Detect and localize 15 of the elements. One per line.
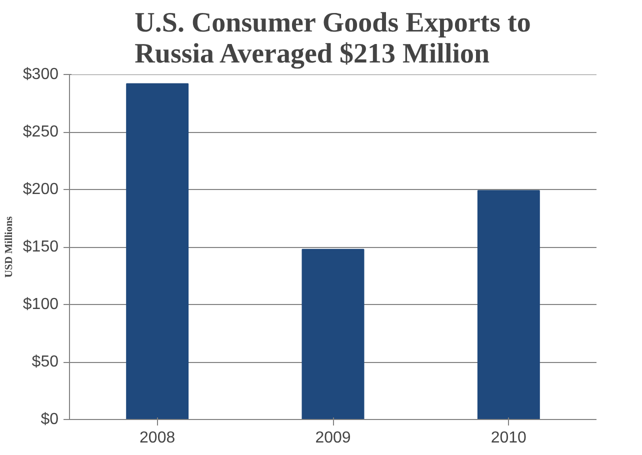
x-tick-label: 2008 (140, 430, 176, 446)
y-tick-label: $100 (22, 296, 59, 314)
bar (477, 190, 540, 420)
bar (302, 248, 364, 420)
x-tick-label: 2010 (490, 430, 527, 446)
y-tick-label: $0 (40, 411, 59, 428)
y-tick-label: $300 (22, 66, 59, 84)
chart-title: U.S. Consumer Goods Exports to Russia Averaged $213 Million (134, 8, 531, 70)
bar (126, 83, 189, 420)
y-axis-title: USD Millions (4, 216, 15, 278)
x-tick-label: 2009 (315, 430, 351, 446)
y-tick-label: $200 (22, 181, 59, 198)
y-tick-label: $250 (22, 124, 59, 141)
y-tick-label: $50 (32, 354, 59, 371)
y-tick-label: $150 (22, 238, 59, 256)
